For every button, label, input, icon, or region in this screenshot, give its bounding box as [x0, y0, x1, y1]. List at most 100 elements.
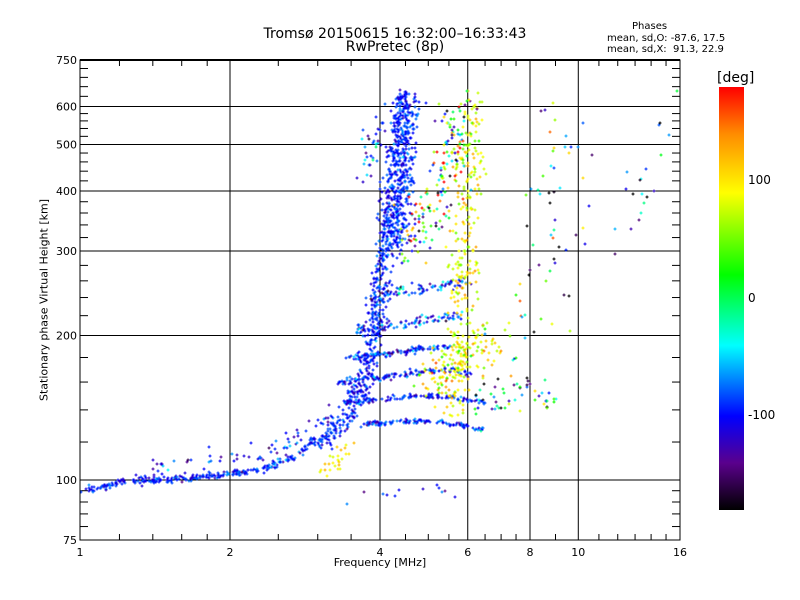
data-point-marker — [309, 436, 313, 440]
data-point-marker — [391, 419, 395, 423]
data-point-marker — [395, 120, 399, 124]
data-point-marker — [450, 362, 454, 366]
data-point-marker — [624, 187, 628, 191]
data-point-marker — [366, 327, 370, 331]
data-point-marker — [110, 481, 114, 485]
data-point-marker — [348, 414, 352, 418]
data-point-marker — [312, 442, 316, 446]
data-point-marker — [360, 371, 364, 375]
data-point-marker — [475, 290, 479, 294]
data-point-marker — [154, 477, 158, 481]
data-point-marker — [450, 396, 454, 400]
data-point-marker — [375, 159, 379, 163]
data-point-marker — [365, 155, 369, 159]
data-point-marker — [490, 339, 494, 343]
data-point-marker — [474, 111, 478, 115]
data-point-marker — [446, 186, 450, 190]
data-point-marker — [458, 279, 462, 283]
data-point-marker — [484, 172, 488, 176]
data-point-marker — [247, 455, 251, 459]
data-point-marker — [345, 402, 349, 406]
data-point-marker — [413, 352, 417, 356]
data-point-marker — [401, 225, 405, 229]
data-point-marker — [403, 180, 407, 184]
data-point-marker — [370, 312, 374, 316]
data-point-marker — [508, 334, 512, 338]
data-point-marker — [136, 479, 140, 483]
data-point-marker — [399, 211, 403, 215]
data-point-marker — [406, 113, 410, 117]
data-point-marker — [367, 401, 371, 405]
data-point-marker — [461, 125, 465, 129]
data-point-marker — [405, 350, 409, 354]
data-point-marker — [549, 164, 553, 168]
data-point-marker — [557, 245, 561, 249]
data-point-marker — [140, 484, 144, 488]
data-point-marker — [398, 109, 402, 113]
data-point-marker — [454, 262, 458, 266]
data-point-marker — [469, 132, 473, 136]
data-point-marker — [246, 468, 250, 472]
data-point-marker — [166, 468, 170, 472]
data-point-marker — [385, 206, 389, 210]
data-point-marker — [455, 350, 459, 354]
data-point-marker — [410, 212, 414, 216]
data-point-marker — [449, 423, 453, 427]
data-point-marker — [353, 411, 357, 415]
data-point-marker — [437, 369, 441, 373]
data-point-marker — [384, 267, 388, 271]
data-point-marker — [233, 468, 237, 472]
data-point-marker — [334, 427, 338, 431]
data-point-marker — [450, 128, 454, 132]
data-point-marker — [323, 462, 327, 466]
data-point-marker — [388, 169, 392, 173]
data-point-marker — [394, 162, 398, 166]
data-point-marker — [445, 205, 449, 209]
data-point-marker — [84, 487, 88, 491]
data-point-marker — [380, 208, 384, 212]
data-point-marker — [296, 431, 300, 435]
data-point-marker — [162, 475, 166, 479]
data-point-marker — [454, 231, 458, 235]
data-point-marker — [347, 355, 351, 359]
data-point-marker — [387, 207, 391, 211]
data-point-marker — [329, 443, 333, 447]
data-point-marker — [100, 484, 104, 488]
data-point-marker — [399, 203, 403, 207]
data-point-marker — [372, 356, 376, 360]
data-point-marker — [368, 347, 372, 351]
data-point-marker — [431, 314, 435, 318]
data-point-marker — [262, 466, 266, 470]
data-point-marker — [451, 316, 455, 320]
data-point-marker — [144, 479, 148, 483]
data-point-marker — [389, 396, 393, 400]
data-point-marker — [175, 478, 179, 482]
data-point-marker — [415, 316, 419, 320]
data-point-marker — [397, 200, 401, 204]
data-point-marker — [463, 231, 467, 235]
data-point-marker — [143, 474, 147, 478]
data-point-marker — [316, 441, 320, 445]
data-point-marker — [513, 398, 517, 402]
data-point-marker — [330, 415, 334, 419]
data-point-marker — [325, 435, 329, 439]
data-point-marker — [387, 177, 391, 181]
data-point-marker — [410, 158, 414, 162]
data-point-marker — [458, 142, 462, 146]
data-point-marker — [367, 311, 371, 315]
data-point-marker — [459, 395, 463, 399]
data-point-marker — [405, 241, 409, 245]
data-point-marker — [414, 202, 418, 206]
data-point-marker — [472, 105, 476, 109]
data-point-marker — [466, 164, 470, 168]
data-point-marker — [640, 192, 644, 196]
data-point-marker — [404, 156, 408, 160]
data-point-marker — [475, 192, 479, 196]
data-point-marker — [366, 372, 370, 376]
data-point-marker — [413, 417, 417, 421]
data-point-marker — [403, 158, 407, 162]
y-tick-label: 500 — [56, 139, 77, 152]
data-point-marker — [450, 136, 454, 140]
data-point-marker — [432, 161, 436, 165]
data-point-marker — [368, 399, 372, 403]
